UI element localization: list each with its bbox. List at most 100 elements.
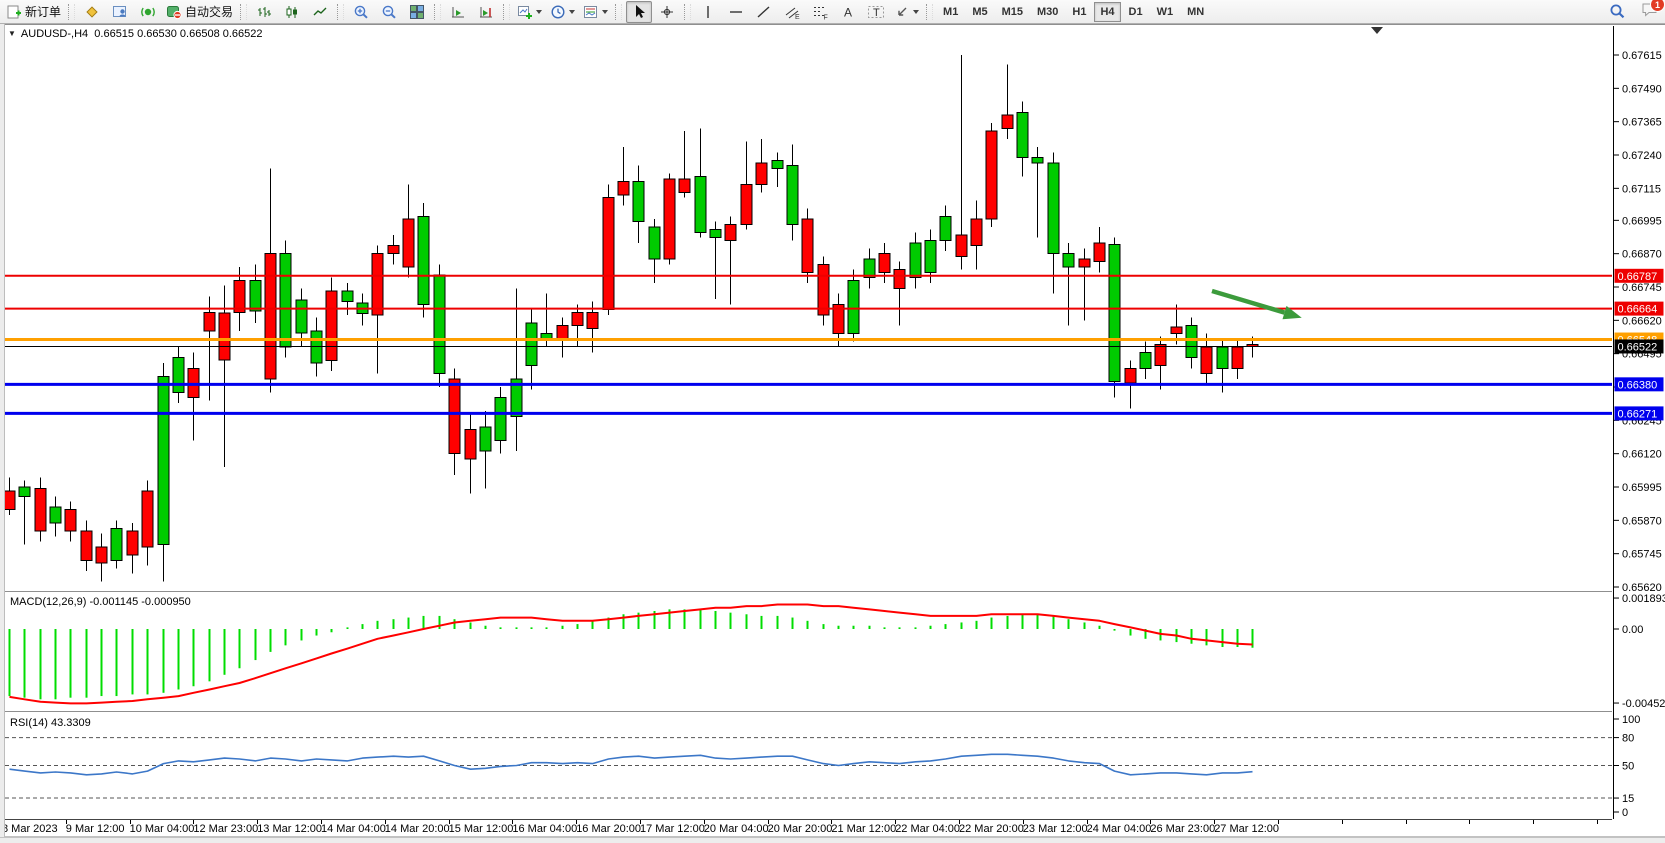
tf-button-w1[interactable]: W1 — [1156, 5, 1174, 18]
candle-body — [801, 218, 814, 273]
candlestick-mode-button[interactable] — [279, 1, 305, 23]
tf-button-m5[interactable]: M5 — [972, 5, 988, 18]
tile-windows-button[interactable] — [404, 1, 430, 23]
candle-body — [3, 490, 16, 511]
candlestick-icon — [286, 5, 298, 18]
channel-tool-button[interactable]: E — [779, 1, 805, 23]
candle-body — [310, 330, 323, 364]
toolbar-grip — [434, 3, 442, 20]
template-dropdown[interactable] — [580, 1, 611, 23]
svg-text:16 Mar 20:00: 16 Mar 20:00 — [576, 823, 641, 835]
zoom-in-button[interactable] — [348, 1, 374, 23]
tf-button-mn[interactable]: MN — [1187, 5, 1205, 18]
svg-text:0.66620: 0.66620 — [1622, 315, 1662, 327]
market-watch-icon — [86, 5, 98, 18]
candle-body — [863, 258, 876, 279]
svg-text:14 Mar 20:00: 14 Mar 20:00 — [385, 823, 450, 835]
toolbar-grip — [503, 3, 511, 20]
line-chart-icon — [313, 7, 327, 15]
candle-body — [1108, 243, 1121, 383]
candle-body — [218, 312, 231, 361]
svg-text:0.001893: 0.001893 — [1622, 593, 1665, 605]
macd-axis-ticks: 0.001893 0.00 -0.004527 — [1613, 593, 1665, 710]
svg-text:50: 50 — [1622, 761, 1634, 773]
tf-button-h1[interactable]: H1 — [1072, 5, 1087, 18]
cursor-tool-button[interactable] — [626, 0, 653, 23]
horizontal-line-tool-button[interactable] — [723, 1, 749, 23]
tf-button-m15[interactable]: M15 — [1001, 5, 1023, 18]
candle-body — [203, 311, 216, 332]
svg-text:20 Mar 04:00: 20 Mar 04:00 — [704, 823, 769, 835]
auto-trading-label: 自动交易 — [185, 5, 234, 19]
new-chart-dropdown[interactable] — [514, 1, 545, 23]
svg-text:13 Mar 12:00: 13 Mar 12:00 — [257, 823, 322, 835]
vertical-line-tool-button[interactable] — [695, 1, 721, 23]
crosshair-tool-button[interactable] — [654, 1, 680, 23]
data-window-button[interactable] — [107, 1, 133, 23]
new-order-button[interactable]: 新订单 — [3, 1, 64, 23]
macd-signal-line — [9, 603, 1253, 705]
tf-button-h4[interactable]: H4 — [1094, 1, 1121, 22]
svg-text:E: E — [795, 14, 800, 20]
tf-button-m1[interactable]: M1 — [943, 5, 959, 18]
period-dropdown[interactable] — [547, 1, 578, 23]
zoom-out-button[interactable] — [376, 1, 402, 23]
bar-chart-mode-button[interactable] — [251, 1, 277, 23]
rsi-axis-ticks: 100 80 50 15 0 — [5, 714, 1640, 819]
navigator-button[interactable] — [135, 1, 161, 23]
candle-body — [387, 245, 400, 255]
candle-body — [556, 325, 569, 340]
data-window-icon — [113, 5, 127, 17]
svg-text:0.66380: 0.66380 — [1618, 379, 1658, 391]
collapse-arrow-icon[interactable]: ▼ — [8, 29, 16, 38]
arrow-annotation[interactable] — [1211, 288, 1302, 320]
rsi-indicator-label: RSI(14) 43.3309 — [10, 717, 91, 729]
line-chart-mode-button[interactable] — [307, 1, 333, 23]
toolbar-grip — [615, 3, 623, 20]
candle-body — [1001, 114, 1014, 129]
search-button[interactable] — [1604, 1, 1630, 23]
svg-text:26 Mar 23:00: 26 Mar 23:00 — [1150, 823, 1215, 835]
auto-scroll-button[interactable] — [445, 1, 471, 23]
svg-text:15 Mar 12:00: 15 Mar 12:00 — [449, 823, 514, 835]
svg-text:10 Mar 04:00: 10 Mar 04:00 — [130, 823, 195, 835]
candle-body — [1170, 326, 1183, 335]
auto-trading-button[interactable]: 自动交易 — [163, 1, 236, 23]
svg-text:0.66745: 0.66745 — [1622, 282, 1662, 294]
chart-shift-marker[interactable] — [1371, 27, 1383, 34]
chat-button[interactable]: 1 — [1641, 0, 1665, 22]
arrow-objects-icon — [898, 7, 907, 16]
candle-body — [126, 530, 139, 556]
rsi-line — [9, 753, 1253, 776]
tf-button-d1[interactable]: D1 — [1128, 5, 1143, 18]
svg-text:0.66664: 0.66664 — [1618, 304, 1658, 316]
svg-text:0.00: 0.00 — [1622, 624, 1643, 636]
candle-body — [95, 546, 108, 564]
zoom-out-icon — [382, 5, 396, 19]
candle-body — [49, 506, 62, 524]
horizontal-line-icon — [730, 10, 743, 13]
tf-button-m30[interactable]: M30 — [1037, 5, 1059, 18]
svg-text:0: 0 — [1622, 807, 1628, 819]
fibonacci-tool-button[interactable]: F — [807, 1, 833, 23]
arrows-tool-dropdown[interactable] — [891, 1, 922, 23]
vertical-line-icon — [707, 5, 709, 18]
market-watch-button[interactable] — [79, 1, 105, 23]
macd-indicator-label: MACD(12,26,9) -0.001145 -0.000950 — [10, 596, 191, 608]
ohlc-bars-icon — [258, 6, 272, 17]
svg-text:T: T — [873, 7, 880, 19]
candle-body — [632, 181, 645, 223]
trendline-tool-button[interactable] — [751, 1, 777, 23]
candle-body — [402, 218, 415, 268]
svg-text:0.67240: 0.67240 — [1622, 150, 1662, 162]
candle-body — [494, 397, 507, 441]
text-tool-button[interactable]: A — [835, 1, 861, 23]
candle-body — [1231, 346, 1244, 369]
candle-body — [1093, 242, 1106, 263]
text-label-tool-button[interactable]: T — [863, 1, 889, 23]
candle-body — [157, 375, 170, 545]
chart-shift-button[interactable] — [473, 1, 499, 23]
candle-body — [172, 357, 185, 393]
text-tool-icon: A — [844, 5, 852, 19]
